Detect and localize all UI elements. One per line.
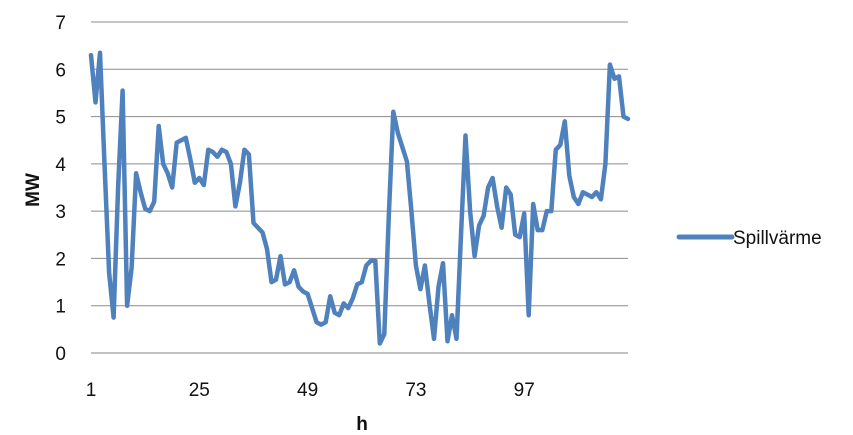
legend: Spillvärme xyxy=(676,228,822,249)
x-tick-label: 1 xyxy=(86,380,97,401)
y-tick-label: 7 xyxy=(55,13,66,34)
series-lines xyxy=(88,50,631,346)
legend-label-spillvarme: Spillvärme xyxy=(733,228,822,249)
x-tick-label: 25 xyxy=(189,380,210,401)
x-tick-label: 97 xyxy=(514,380,535,401)
y-tick-label: 6 xyxy=(55,60,66,81)
y-tick-label: 5 xyxy=(55,108,66,129)
series-line-0 xyxy=(88,50,631,346)
y-tick-label: 2 xyxy=(55,249,66,270)
y-tick-label: 3 xyxy=(55,202,66,223)
y-axis-title: MW xyxy=(23,173,44,207)
x-axis-ticks: 1 25 49 73 97 xyxy=(86,380,535,401)
x-axis-title: h xyxy=(356,414,368,435)
y-tick-label: 1 xyxy=(55,297,66,318)
x-tick-label: 73 xyxy=(405,380,426,401)
y-tick-label: 0 xyxy=(55,344,66,365)
gridlines xyxy=(91,21,628,354)
x-tick-label: 49 xyxy=(297,380,318,401)
y-axis-ticks: 0 1 2 3 4 5 6 7 xyxy=(55,13,66,365)
y-tick-label: 4 xyxy=(55,155,66,176)
